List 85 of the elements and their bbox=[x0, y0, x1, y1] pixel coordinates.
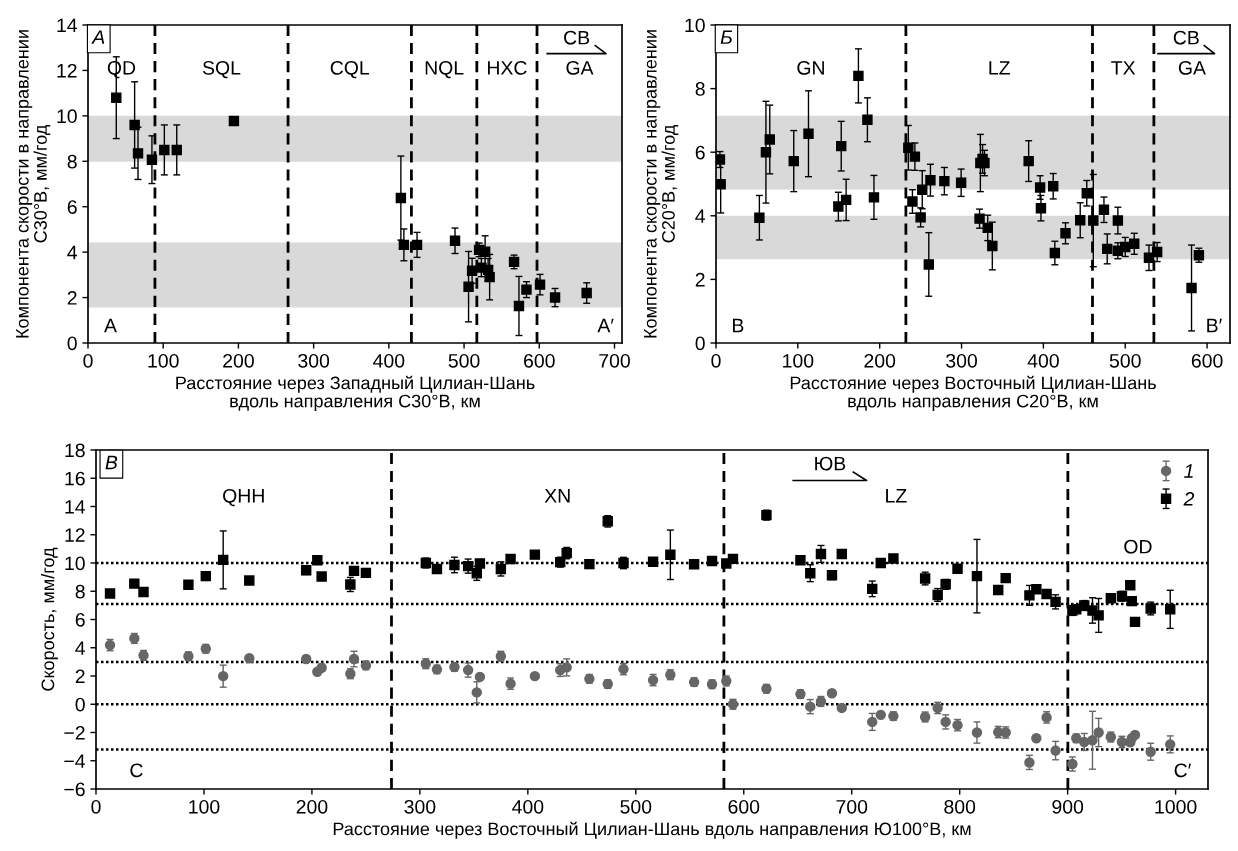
x-tick-label: 200 bbox=[296, 799, 328, 814]
x-tick-label: 500 bbox=[1109, 353, 1141, 368]
y-axis-title: Компонента скорости в направлении С30°В, мм/год bbox=[16, 30, 51, 338]
annotation: А bbox=[91, 30, 105, 44]
y-axis-title: Компонента скорости в направлении С20°В, мм/год bbox=[644, 30, 679, 338]
x-tick-label: 0 bbox=[711, 353, 721, 368]
y-tick-label: 8 bbox=[695, 82, 705, 96]
annotation: ЮВ bbox=[815, 456, 846, 471]
annotation: GA bbox=[566, 60, 594, 75]
annotation: C bbox=[130, 763, 143, 778]
x-axis-title: Расстояние через Восточный Цилиан-Шань вдоль направления Ю100°В, км bbox=[333, 821, 971, 839]
x-axis-title: Расстояние через Восточный Цилиан-Шань вдоль направления С20°В, км bbox=[790, 375, 1156, 411]
y-tick-label: 8 bbox=[75, 584, 85, 599]
x-tick-label: 1000 bbox=[1155, 799, 1197, 814]
y-tick-label: 0 bbox=[75, 697, 85, 712]
annotation: XN bbox=[544, 489, 570, 503]
annotation: CQL bbox=[330, 60, 370, 79]
y-tick-label: 8 bbox=[67, 154, 77, 169]
x-tick-label: 300 bbox=[946, 353, 977, 368]
x-tick-label: 400 bbox=[1027, 353, 1059, 368]
x-tick-label: 400 bbox=[512, 799, 544, 814]
x-tick-label: 200 bbox=[864, 353, 896, 368]
x-axis-title: Расстояние через Западный Цилиан-Шань вдоль направления С30°В, км bbox=[176, 375, 535, 411]
x-tick-label: 500 bbox=[448, 353, 480, 368]
x-tick-label: 700 bbox=[836, 799, 868, 814]
x-tick-label: 300 bbox=[298, 353, 330, 368]
x-tick-label: 200 bbox=[223, 353, 254, 368]
y-tick-label: 4 bbox=[67, 245, 78, 260]
x-tick-label: 300 bbox=[404, 799, 436, 814]
x-tick-label: 600 bbox=[728, 799, 760, 814]
y-tick-label: 4 bbox=[75, 641, 86, 655]
annotation: LZ bbox=[886, 489, 907, 503]
y-tick-label: 12 bbox=[65, 528, 85, 542]
y-tick-label: 10 bbox=[685, 18, 705, 33]
annotation: A bbox=[104, 318, 117, 333]
annotation: A′ bbox=[597, 318, 614, 333]
y-tick-label: 0 bbox=[67, 336, 77, 351]
y-tick-label: 6 bbox=[75, 612, 85, 627]
y-tick-label: −6 bbox=[64, 782, 85, 797]
x-tick-label: 100 bbox=[783, 353, 814, 368]
y-tick-label: 2 bbox=[67, 291, 77, 305]
legend-label: 1 bbox=[1184, 464, 1193, 478]
y-tick-label: 4 bbox=[695, 209, 706, 223]
x-tick-label: 800 bbox=[944, 799, 976, 814]
y-tick-label: 10 bbox=[57, 109, 77, 124]
annotation: HXC bbox=[487, 60, 527, 75]
x-tick-label: 0 bbox=[91, 799, 101, 814]
x-tick-label: 600 bbox=[1191, 353, 1223, 368]
y-tick-label: 2 bbox=[75, 669, 85, 684]
annotation: GA bbox=[1178, 60, 1206, 75]
y-tick-label: 6 bbox=[67, 200, 77, 214]
annotation: СВ bbox=[564, 30, 590, 45]
annotation: B bbox=[733, 318, 744, 333]
x-tick-label: 700 bbox=[599, 353, 630, 368]
y-tick-label: 10 bbox=[65, 556, 85, 571]
annotation: LZ bbox=[989, 61, 1010, 75]
annotation: B′ bbox=[1207, 318, 1222, 333]
annotation: NQL bbox=[425, 60, 464, 79]
annotation: QHH bbox=[223, 488, 264, 507]
x-tick-label: 400 bbox=[373, 353, 405, 368]
y-tick-label: 14 bbox=[65, 500, 86, 514]
y-tick-label: 0 bbox=[695, 336, 705, 351]
annotation: SQL bbox=[202, 60, 241, 79]
annotation: TX bbox=[1111, 61, 1136, 75]
annotation: GN bbox=[797, 60, 824, 75]
annotation: Б bbox=[720, 30, 733, 44]
annotation: OD bbox=[1124, 539, 1152, 554]
x-tick-label: 100 bbox=[148, 353, 179, 368]
y-tick-label: 16 bbox=[65, 471, 85, 486]
x-tick-label: 100 bbox=[189, 799, 220, 814]
y-tick-label: 14 bbox=[57, 18, 78, 33]
legend-label: 2 bbox=[1183, 491, 1195, 506]
y-tick-label: −2 bbox=[64, 725, 85, 740]
x-tick-label: 900 bbox=[1052, 799, 1084, 814]
annotation: C′ bbox=[1174, 763, 1191, 778]
x-tick-label: 600 bbox=[524, 353, 555, 368]
y-tick-label: 6 bbox=[695, 145, 705, 160]
y-tick-label: 18 bbox=[65, 443, 85, 458]
annotation: СВ bbox=[1173, 30, 1199, 45]
y-tick-label: −4 bbox=[64, 754, 86, 768]
y-tick-label: 12 bbox=[57, 63, 77, 78]
y-tick-label: 2 bbox=[695, 272, 705, 287]
x-tick-label: 500 bbox=[620, 799, 652, 814]
y-axis-title: Скорость, мм/год bbox=[41, 547, 58, 691]
annotation: В bbox=[105, 455, 118, 470]
